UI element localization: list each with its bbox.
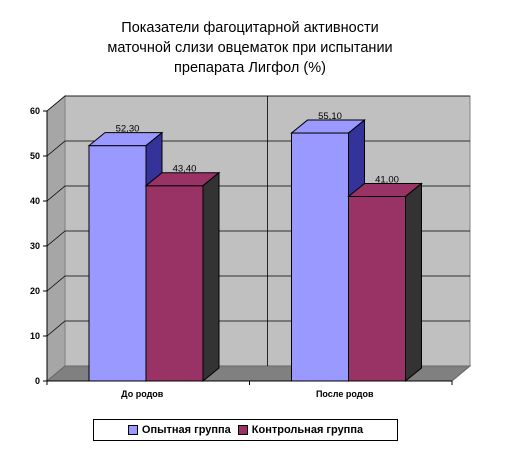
data-label: 41,00 [375, 175, 399, 186]
x-category-label: После родов [316, 389, 374, 399]
legend-label-series-2: Контрольная группа [251, 424, 364, 436]
data-label: 55,10 [318, 111, 342, 122]
data-label: 43,40 [173, 164, 197, 175]
y-tick-label: 0 [35, 376, 40, 386]
bar-front [291, 132, 349, 382]
legend-swatch-series-2 [237, 425, 248, 435]
chart-title: Показатели фагоцитарной активности маточ… [107, 20, 393, 76]
bar-side [405, 182, 422, 383]
bar-side [202, 171, 220, 383]
y-tick-label: 10 [30, 331, 40, 341]
legend-swatch-series-1 [127, 425, 138, 435]
data-label: 52,30 [116, 124, 140, 135]
bar-front [88, 145, 147, 382]
legend-item-series-2: Контрольная группа [237, 424, 364, 436]
legend: Опытная группа Контрольная группа [93, 419, 398, 441]
y-tick-label: 30 [30, 241, 40, 251]
gridline [46, 95, 470, 112]
legend-label-series-1: Опытная группа [141, 424, 231, 436]
y-tick-label: 50 [30, 151, 40, 161]
x-category-label: До родов [121, 389, 164, 399]
bar-front [145, 185, 204, 382]
y-tick-label: 20 [30, 286, 40, 296]
bar-front [348, 196, 406, 382]
legend-item-series-1: Опытная группа [127, 424, 231, 436]
y-tick-label: 40 [30, 196, 40, 206]
y-tick-label: 60 [30, 106, 40, 116]
